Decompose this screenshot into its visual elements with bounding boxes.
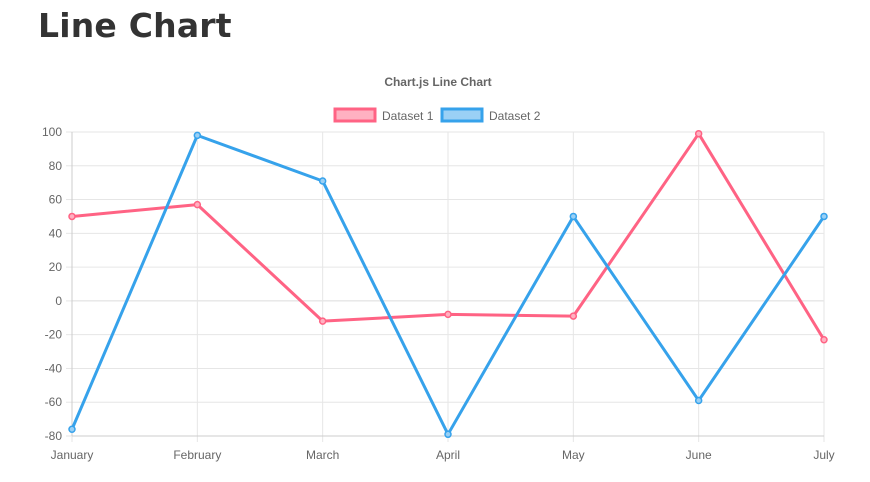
data-point[interactable] bbox=[569, 312, 578, 320]
legend-item[interactable]: Dataset 1 bbox=[333, 107, 434, 123]
data-point[interactable] bbox=[318, 177, 327, 185]
y-tick-label: 80 bbox=[49, 159, 63, 173]
y-axis: 100 80 60 40 20 0 -20 -40 -60 -80 bbox=[42, 125, 62, 443]
y-tick-label: -60 bbox=[45, 395, 63, 409]
legend-label: Dataset 1 bbox=[382, 109, 434, 123]
data-point[interactable] bbox=[193, 200, 202, 209]
data-point[interactable] bbox=[694, 396, 703, 405]
x-axis: January February March April May June July bbox=[51, 448, 835, 462]
y-tick-label: 20 bbox=[49, 260, 63, 274]
chart-grid bbox=[66, 131, 825, 442]
data-point[interactable] bbox=[318, 317, 327, 325]
x-tick-label: February bbox=[173, 448, 221, 462]
y-tick-label: -20 bbox=[45, 328, 63, 342]
x-tick-label: March bbox=[306, 448, 339, 462]
x-tick-label: January bbox=[51, 448, 94, 462]
legend-item[interactable]: Dataset 2 bbox=[440, 107, 541, 123]
y-tick-label: 100 bbox=[42, 125, 62, 139]
data-point[interactable] bbox=[193, 131, 202, 140]
y-tick-label: 0 bbox=[55, 294, 62, 308]
chart-series bbox=[68, 129, 828, 439]
data-point[interactable] bbox=[68, 425, 76, 433]
data-point[interactable] bbox=[444, 310, 452, 319]
data-point[interactable] bbox=[444, 430, 452, 439]
y-tick-label: 60 bbox=[49, 193, 63, 207]
x-tick-label: June bbox=[686, 448, 712, 462]
y-tick-label: 40 bbox=[49, 226, 63, 240]
chart-title: Chart.js Line Chart bbox=[384, 75, 491, 89]
data-point[interactable] bbox=[68, 212, 76, 221]
y-tick-label: -40 bbox=[45, 361, 63, 375]
x-tick-label: April bbox=[436, 448, 460, 462]
data-point[interactable] bbox=[820, 335, 828, 344]
page-title: Line Chart bbox=[38, 6, 232, 45]
y-tick-label: -80 bbox=[45, 429, 63, 443]
x-tick-label: July bbox=[813, 448, 834, 462]
legend-swatch bbox=[440, 107, 484, 123]
data-point[interactable] bbox=[569, 212, 578, 221]
chart-legend: Dataset 1 Dataset 2 bbox=[333, 107, 541, 123]
legend-swatch bbox=[333, 107, 377, 123]
data-point[interactable] bbox=[820, 212, 828, 221]
legend-label: Dataset 2 bbox=[489, 109, 541, 123]
data-point[interactable] bbox=[694, 129, 703, 138]
x-tick-label: May bbox=[562, 448, 585, 462]
